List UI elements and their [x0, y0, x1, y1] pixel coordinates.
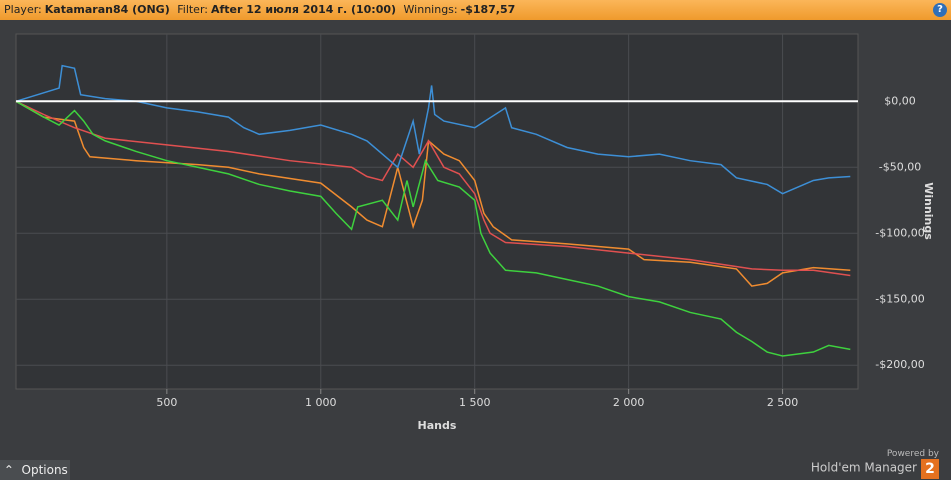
series-line [15, 100, 851, 277]
label: Filter: [177, 3, 208, 16]
plot-area [15, 33, 859, 390]
x-tick-label: 1 500 [459, 396, 491, 409]
series-line [15, 100, 851, 357]
powered-by: Powered by [886, 449, 939, 459]
y-tick-label: -$100,00 [875, 226, 924, 239]
y-tick-label: -$50,00 [879, 160, 921, 173]
brand-name: Hold'em Manager [810, 460, 917, 475]
brand-number: 2 [921, 459, 939, 479]
x-tick-label: 500 [156, 396, 177, 409]
filter: After 12 июля 2014 г. (10:00) [211, 3, 397, 16]
y-axis-title: Winnings [922, 182, 935, 240]
header-bar: Player: Katamaran84 (ONG) Filter: After 12… [0, 0, 951, 20]
help-button[interactable]: ? [933, 3, 947, 17]
label: Winnings: [403, 3, 458, 16]
x-tick-label: 1 000 [305, 396, 337, 409]
y-tick-label: -$150,00 [875, 292, 924, 305]
x-tick-label: 2 500 [767, 396, 799, 409]
winnings: -$187,57 [460, 3, 516, 16]
label: Player: [4, 3, 42, 16]
chart: Hands Winnings 500 1 000 1 500 2 000 2 500 $0… [15, 33, 935, 432]
options-label: Options [21, 463, 68, 477]
y-tick-label: $0,00 [884, 94, 916, 107]
brand: Powered by Hold'em Manager 2 [811, 449, 939, 479]
x-axis-title: Hands [418, 419, 457, 432]
y-tick-label: -$200,00 [875, 358, 924, 371]
options-button[interactable]: ⌃ Options [0, 460, 70, 480]
series-line [15, 64, 851, 195]
x-tick-label: 2 000 [613, 396, 645, 409]
player: Katamaran84 (ONG) [44, 3, 170, 16]
